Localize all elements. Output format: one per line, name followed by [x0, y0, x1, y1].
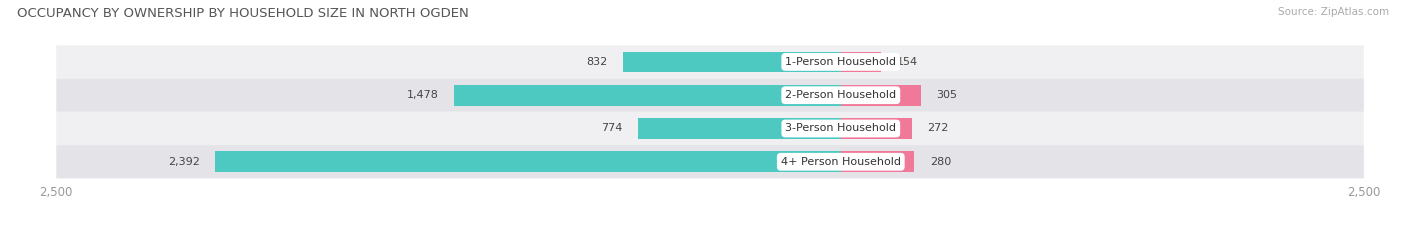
Bar — [841, 118, 912, 139]
Text: 774: 774 — [602, 123, 623, 134]
Bar — [841, 51, 882, 72]
FancyBboxPatch shape — [56, 112, 1364, 145]
Text: 2,392: 2,392 — [167, 157, 200, 167]
Bar — [215, 151, 841, 172]
Bar — [623, 51, 841, 72]
FancyBboxPatch shape — [56, 145, 1364, 178]
Text: 832: 832 — [586, 57, 607, 67]
Bar — [841, 85, 921, 106]
Bar — [841, 151, 914, 172]
Text: 272: 272 — [928, 123, 949, 134]
Bar — [638, 118, 841, 139]
Text: 4+ Person Household: 4+ Person Household — [780, 157, 901, 167]
Text: 3-Person Household: 3-Person Household — [786, 123, 896, 134]
Bar — [454, 85, 841, 106]
Text: OCCUPANCY BY OWNERSHIP BY HOUSEHOLD SIZE IN NORTH OGDEN: OCCUPANCY BY OWNERSHIP BY HOUSEHOLD SIZE… — [17, 7, 468, 20]
Text: Source: ZipAtlas.com: Source: ZipAtlas.com — [1278, 7, 1389, 17]
Text: 280: 280 — [929, 157, 950, 167]
Text: 154: 154 — [897, 57, 918, 67]
FancyBboxPatch shape — [56, 79, 1364, 112]
Text: 1,478: 1,478 — [406, 90, 439, 100]
Text: 2-Person Household: 2-Person Household — [785, 90, 897, 100]
Text: 1-Person Household: 1-Person Household — [786, 57, 896, 67]
FancyBboxPatch shape — [56, 45, 1364, 79]
Text: 305: 305 — [936, 90, 957, 100]
